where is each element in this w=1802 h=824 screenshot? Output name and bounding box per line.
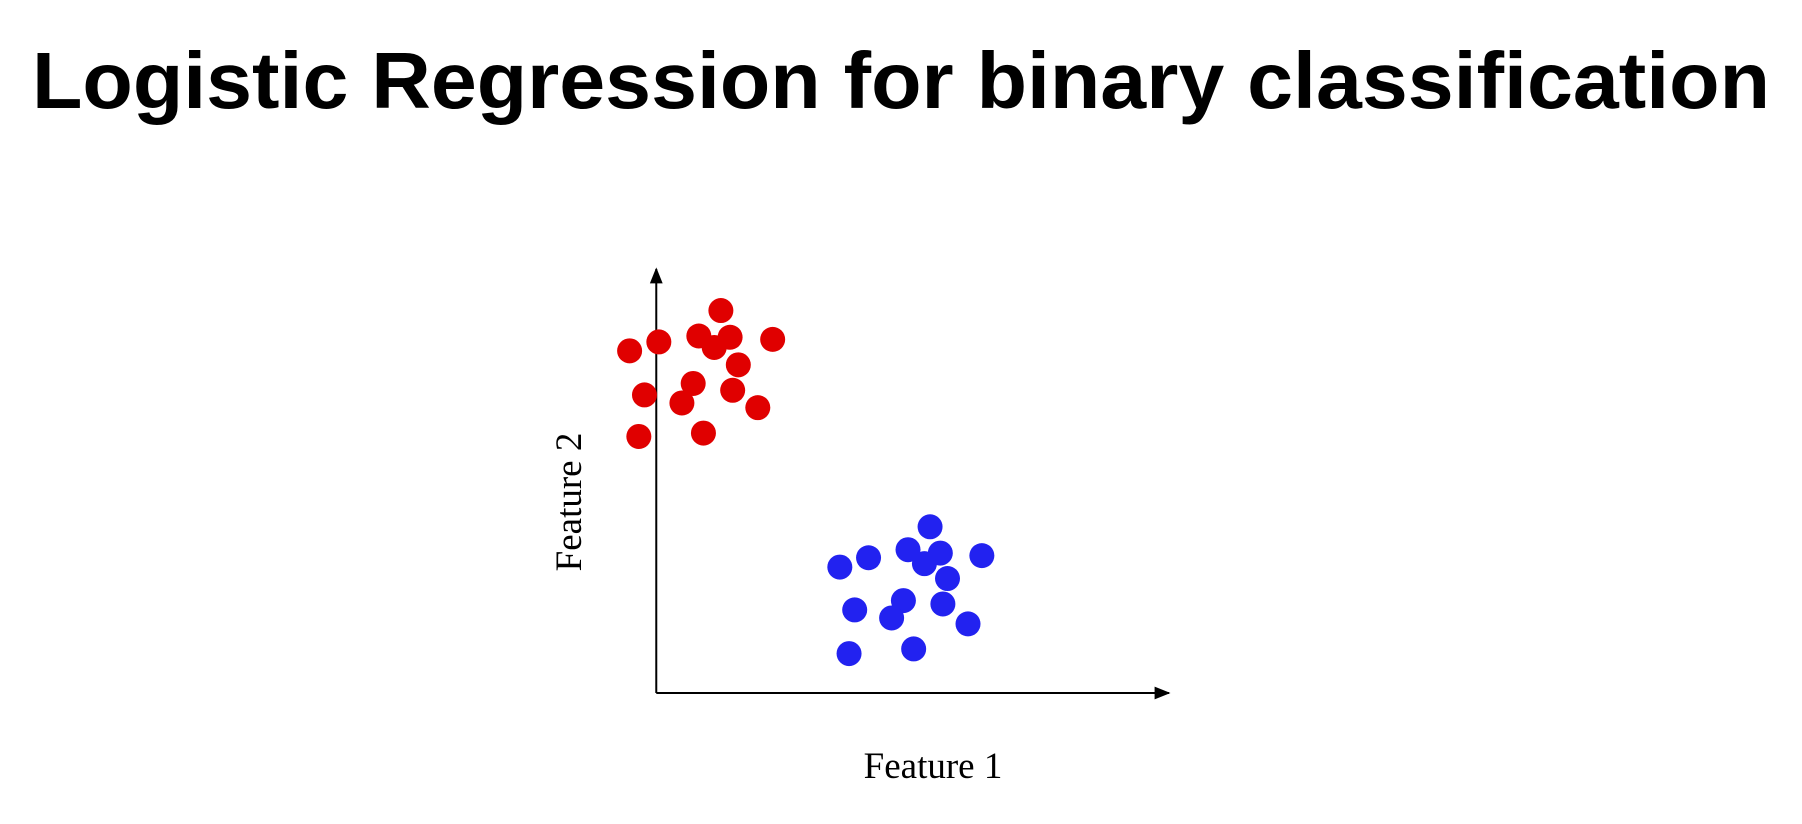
data-point bbox=[617, 338, 643, 364]
data-point bbox=[760, 326, 786, 352]
data-point bbox=[646, 329, 672, 355]
data-point bbox=[725, 352, 751, 378]
data-point bbox=[969, 543, 995, 569]
data-point bbox=[836, 641, 862, 667]
data-point bbox=[842, 597, 868, 623]
slide-title: Logistic Regression for binary classific… bbox=[32, 36, 1770, 125]
data-point bbox=[690, 420, 716, 446]
data-point bbox=[930, 591, 956, 617]
y-axis-label: Feature 2 bbox=[549, 433, 590, 572]
data-point bbox=[745, 395, 771, 421]
data-point bbox=[626, 423, 652, 449]
data-point bbox=[680, 370, 706, 396]
data-point bbox=[901, 636, 927, 662]
data-point bbox=[827, 554, 853, 580]
data-point bbox=[911, 551, 937, 577]
data-point bbox=[856, 545, 882, 571]
plot-area bbox=[617, 267, 1171, 700]
data-point bbox=[708, 298, 734, 324]
data-point bbox=[895, 537, 921, 563]
data-point bbox=[955, 611, 981, 637]
data-point bbox=[669, 390, 695, 416]
data-point bbox=[631, 382, 657, 408]
data-point bbox=[917, 514, 943, 540]
x-axis-label: Feature 1 bbox=[864, 746, 1003, 787]
data-point bbox=[935, 566, 961, 592]
data-point bbox=[701, 334, 727, 360]
data-point bbox=[720, 377, 746, 403]
data-point bbox=[879, 605, 905, 631]
